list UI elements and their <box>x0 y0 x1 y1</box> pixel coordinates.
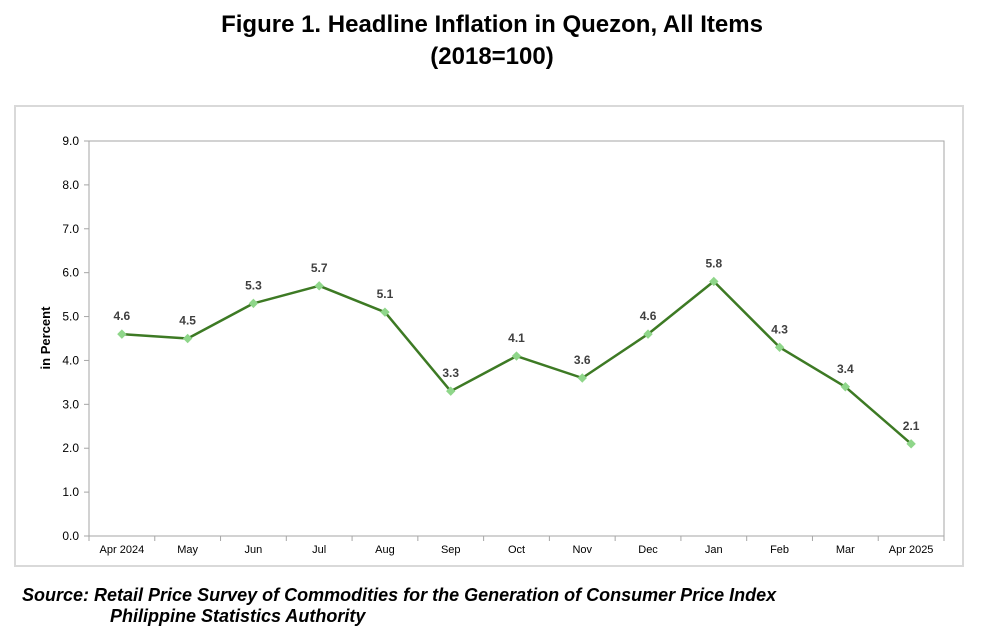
x-tick-label: Aug <box>375 544 395 556</box>
y-tick-label: 6.0 <box>62 266 79 280</box>
x-tick-label: Nov <box>572 544 592 556</box>
data-label: 3.3 <box>442 366 459 380</box>
data-point <box>709 276 719 287</box>
chart-frame <box>14 105 964 567</box>
data-point <box>774 342 785 352</box>
y-tick-label: 7.0 <box>62 222 79 236</box>
y-tick-label: 5.0 <box>62 310 79 324</box>
y-tick-label: 1.0 <box>62 485 79 499</box>
chart-title-line-2: (2018=100) <box>430 43 554 70</box>
x-tick-label: Sep <box>441 544 461 556</box>
data-point <box>182 333 193 344</box>
data-point <box>446 386 456 396</box>
data-point <box>643 329 653 339</box>
x-tick-label: Oct <box>508 544 525 556</box>
x-tick-label: Feb <box>770 544 789 556</box>
data-point <box>511 351 522 361</box>
plot-area-border <box>88 140 945 537</box>
source-line-1: Source: Retail Price Survey of Commoditi… <box>22 585 777 605</box>
data-point <box>248 298 259 309</box>
data-point <box>840 382 851 392</box>
data-label: 3.6 <box>574 353 591 367</box>
data-point <box>906 439 916 449</box>
data-label: 2.1 <box>903 419 920 433</box>
data-labels: 4.6 4.5 5.3 5.7 5.1 3.3 4.1 3.6 4.6 5.8 4.3 3.4 2.1 <box>114 256 920 432</box>
x-tick-label: Jun <box>245 544 263 556</box>
y-tick-label: 8.0 <box>62 178 79 192</box>
series-line <box>121 280 912 445</box>
source-line-2: Philippine Statistics Authority <box>110 606 366 626</box>
data-label: 4.5 <box>179 314 196 328</box>
x-tick-label: May <box>177 544 198 556</box>
data-label: 5.7 <box>311 261 328 275</box>
data-label: 4.6 <box>114 309 131 323</box>
data-label: 3.4 <box>837 362 854 376</box>
data-label: 4.1 <box>508 331 525 345</box>
y-tick-label: 9.0 <box>62 134 79 148</box>
data-label: 5.1 <box>377 287 394 301</box>
chart-title-line-1: Figure 1. Headline Inflation in Quezon, … <box>221 11 763 38</box>
data-label: 4.6 <box>640 309 657 323</box>
x-axis-ticks: Apr 2024 May Jun Jul Aug Sep Oct Nov Dec Jan Feb Ma… <box>88 536 945 556</box>
data-label: 4.3 <box>771 322 788 336</box>
x-tick-label: Mar <box>836 544 855 556</box>
data-label: 5.8 <box>705 256 722 270</box>
series-markers <box>117 276 916 449</box>
x-tick-label: Jan <box>705 544 723 556</box>
series-line-group <box>121 280 912 445</box>
x-tick-label: Dec <box>638 544 658 556</box>
x-tick-label: Apr 2025 <box>889 544 934 556</box>
data-point <box>577 373 587 383</box>
y-tick-label: 0.0 <box>62 529 79 543</box>
data-label: 5.3 <box>245 278 262 292</box>
data-point <box>380 307 390 317</box>
data-point <box>117 329 127 339</box>
y-tick-label: 3.0 <box>62 397 79 411</box>
y-axis-label: in Percent <box>38 306 53 370</box>
chart-axes <box>88 140 945 537</box>
x-tick-label: Apr 2024 <box>100 544 145 556</box>
y-axis-ticks: 0.0 1.0 2.0 3.0 4.0 5.0 6.0 7.0 8.0 9.0 <box>62 134 89 543</box>
data-point <box>314 281 324 291</box>
y-tick-label: 2.0 <box>62 441 79 455</box>
x-tick-label: Jul <box>312 544 326 556</box>
y-tick-label: 4.0 <box>62 353 79 367</box>
